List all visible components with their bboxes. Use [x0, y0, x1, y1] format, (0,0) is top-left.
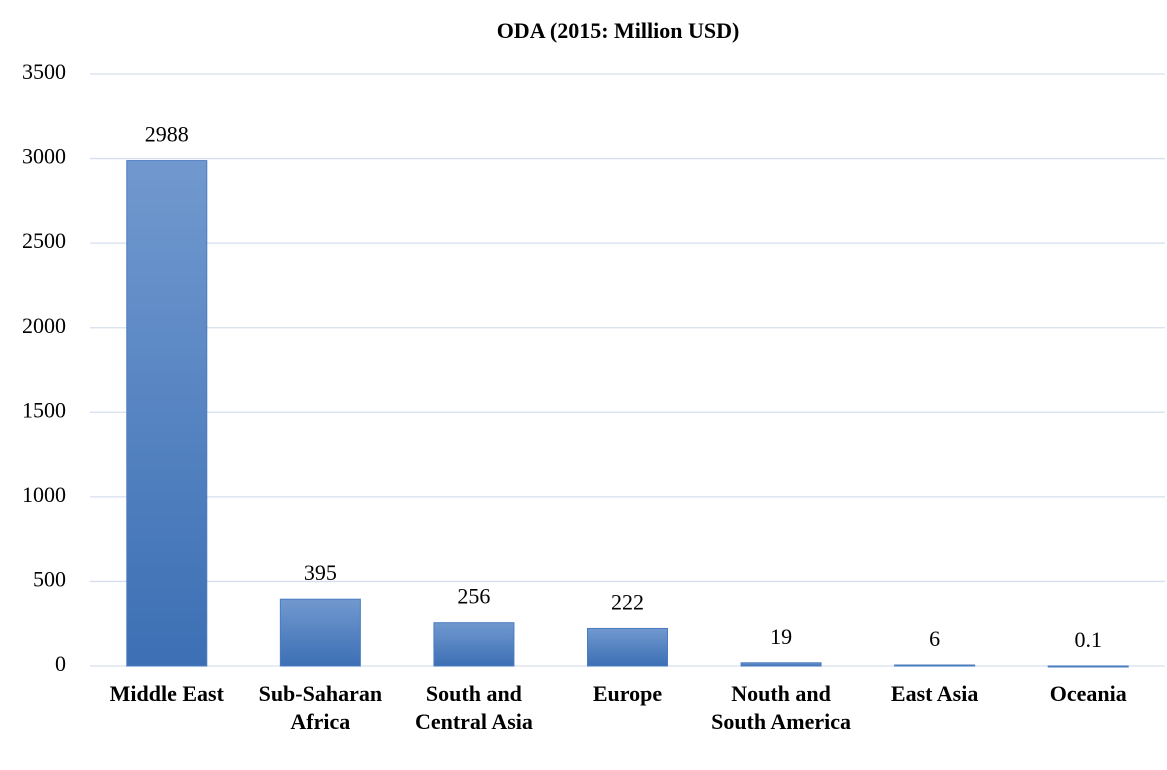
data-label: 19 — [770, 624, 792, 649]
x-tick-label-box: Europe — [592, 681, 663, 706]
x-tick-label-box: Nouth and South America — [711, 681, 852, 734]
data-label: 256 — [457, 584, 490, 609]
y-tick-label: 2500 — [22, 228, 66, 253]
x-tick-label: East Asia — [890, 681, 979, 706]
x-tick-label: Europe — [592, 681, 663, 706]
data-label: 222 — [611, 589, 644, 614]
y-tick-label: 500 — [33, 566, 66, 591]
bar — [894, 664, 976, 667]
bar — [433, 622, 515, 667]
y-tick-label: 0 — [55, 651, 66, 676]
data-label: 0.1 — [1074, 627, 1102, 652]
bar — [279, 598, 361, 667]
bar — [126, 160, 208, 667]
x-tick-label: South and Central Asia — [414, 681, 533, 734]
x-tick-label-box: Sub-Saharan Africa — [258, 681, 383, 734]
data-label: 6 — [929, 626, 940, 651]
y-tick-label: 2000 — [22, 313, 66, 338]
x-tick-label-box: South and Central Asia — [414, 681, 533, 734]
y-tick-label: 3000 — [22, 144, 66, 169]
x-tick-label: Nouth and South America — [711, 681, 852, 734]
y-tick-label: 1000 — [22, 482, 66, 507]
chart-title: ODA (2015: Million USD) — [497, 18, 740, 43]
bar — [1047, 665, 1129, 668]
bar — [740, 662, 822, 667]
x-tick-label: Sub-Saharan Africa — [258, 681, 383, 734]
x-tick-label: Middle East — [109, 681, 224, 706]
x-tick-label-box: Middle East — [109, 681, 224, 706]
data-label: 395 — [304, 560, 337, 585]
y-tick-label: 1500 — [22, 397, 66, 422]
x-tick-label-box: East Asia — [890, 681, 979, 706]
bar — [587, 627, 668, 667]
y-tick-label: 3500 — [22, 59, 66, 84]
x-tick-label-box: Oceania — [1049, 681, 1127, 706]
data-label: 2988 — [145, 122, 189, 147]
x-tick-label: Oceania — [1049, 681, 1127, 706]
